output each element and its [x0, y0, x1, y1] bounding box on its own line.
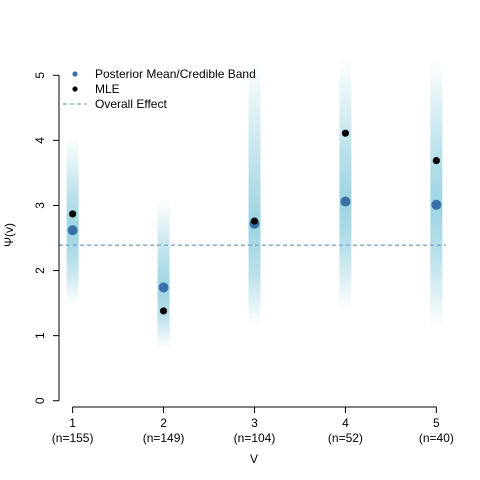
- y-tick-label: 2: [33, 267, 47, 274]
- x-tick-label: 2: [160, 416, 167, 430]
- credible-band: [430, 59, 443, 330]
- x-tick-sublabel: (n=155): [52, 431, 94, 445]
- y-tick-label: 1: [33, 332, 47, 339]
- y-tick-label: 0: [33, 397, 47, 404]
- x-tick-sublabel: (n=40): [419, 431, 454, 445]
- y-tick-label: 3: [33, 202, 47, 209]
- legend-posterior-symbol: [72, 71, 78, 77]
- data-points: [67, 129, 442, 315]
- credible-band: [339, 59, 352, 310]
- mle-point: [432, 156, 440, 165]
- x-tick-label: 1: [69, 416, 76, 430]
- posterior-mean-point: [431, 199, 442, 210]
- credible-band: [66, 137, 79, 307]
- posterior-mean-point: [158, 282, 169, 293]
- posterior-mean-point: [67, 225, 78, 236]
- mle-point: [250, 217, 259, 225]
- legend-mle-symbol: [72, 86, 78, 92]
- y-tick-label: 5: [33, 72, 47, 79]
- x-tick-sublabel: (n=52): [328, 431, 363, 445]
- legend-overall-label: Overall Effect: [95, 97, 167, 111]
- mle-point: [69, 210, 77, 218]
- x-axis-label: V: [250, 452, 258, 466]
- x-tick-sublabel: (n=149): [143, 431, 185, 445]
- axes: 0123451(n=155)2(n=149)3(n=104)4(n=52)5(n…: [33, 72, 454, 445]
- legend-posterior-label: Posterior Mean/Credible Band: [95, 67, 256, 81]
- x-tick-label: 5: [433, 416, 440, 430]
- x-tick-sublabel: (n=104): [234, 431, 276, 445]
- x-tick-label: 3: [251, 416, 258, 430]
- credible-band: [248, 59, 261, 326]
- y-tick-label: 4: [33, 137, 47, 144]
- posterior-mean-point: [340, 196, 351, 207]
- mle-point: [341, 129, 350, 137]
- x-tick-label: 4: [342, 416, 349, 430]
- legend-mle-label: MLE: [95, 82, 120, 96]
- mle-point: [159, 307, 168, 315]
- y-axis-label: Ψ(v): [2, 223, 16, 247]
- credible-band: [157, 198, 170, 349]
